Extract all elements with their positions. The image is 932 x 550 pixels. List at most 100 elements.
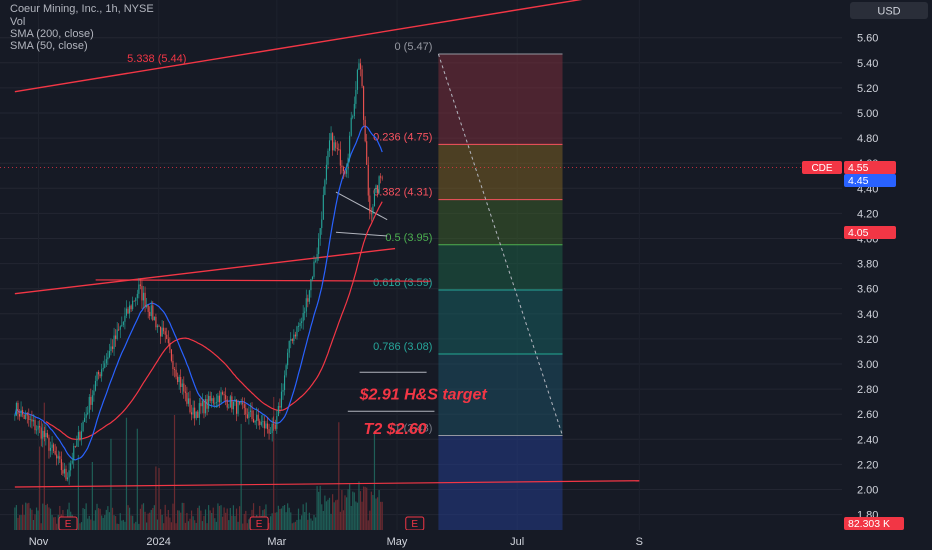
candle-body — [381, 177, 383, 179]
volume-bar — [20, 515, 22, 530]
trendline-price-label: 5.338 (5.44) — [127, 53, 186, 65]
candle-body — [156, 325, 159, 328]
candle-body — [194, 407, 196, 419]
candle-body — [380, 176, 382, 178]
volume-bar — [277, 505, 279, 530]
price-axis[interactable] — [842, 0, 932, 530]
volume-bar — [96, 503, 98, 530]
candle-body — [158, 325, 160, 327]
volume-bar — [211, 512, 213, 530]
volume-bar — [349, 483, 351, 530]
volume-bar — [107, 506, 109, 530]
volume-bar — [319, 485, 321, 530]
sma-50-line — [14, 125, 383, 461]
candle-body — [155, 316, 157, 328]
candle-body — [277, 406, 279, 417]
volume-bar — [85, 503, 87, 530]
candle-body — [113, 335, 115, 349]
candle-body — [223, 394, 225, 396]
fib-level-label: 0.5 (3.95) — [385, 232, 432, 244]
volume-bar — [144, 511, 146, 530]
volume-bar — [87, 518, 89, 530]
volume-bar — [127, 505, 129, 530]
volume-bar — [53, 517, 55, 530]
volume-bar — [311, 520, 314, 530]
fib-level-label: 0.382 (4.31) — [373, 187, 432, 199]
volume-bar — [223, 507, 225, 530]
candle-body — [248, 411, 250, 419]
volume-bar — [130, 515, 132, 530]
volume-bar — [221, 516, 224, 530]
candle-body — [99, 374, 101, 377]
candle-body — [273, 423, 275, 425]
volume-bar — [153, 505, 155, 530]
candle-body — [144, 292, 146, 307]
volume-bar — [57, 514, 59, 530]
time-axis[interactable] — [0, 530, 932, 550]
x-tick-label: Mar — [267, 536, 286, 548]
candle-body — [82, 421, 84, 432]
volume-bar — [375, 498, 377, 530]
volume-bar — [35, 507, 38, 530]
volume-bar — [274, 512, 276, 530]
volume-bar — [318, 491, 320, 530]
volume-bar — [54, 517, 56, 530]
candle-body — [178, 376, 180, 382]
volume-bar — [270, 516, 272, 530]
x-tick-label: Nov — [29, 536, 49, 548]
candle-body — [63, 468, 66, 474]
volume-bar — [22, 504, 24, 530]
candle-body — [294, 334, 296, 337]
candle-body — [73, 445, 75, 461]
volume-bar — [352, 491, 354, 530]
candle-body — [209, 395, 211, 401]
volume-bar — [183, 502, 185, 530]
candle-body — [116, 329, 118, 339]
currency-button[interactable]: USD — [850, 2, 928, 19]
y-tick-label: 5.60 — [857, 33, 878, 45]
candle-body — [31, 419, 33, 422]
candle-body — [88, 396, 90, 413]
candle-body — [118, 329, 120, 331]
grid — [0, 37, 842, 516]
volume-bar — [232, 505, 235, 530]
volume-bar — [304, 512, 306, 530]
volume-bar — [163, 523, 165, 530]
x-tick-label: May — [387, 536, 408, 548]
annotations: $2.91 H&S target T2 $2.60 5.338 (5.44) — [127, 53, 487, 438]
candle-body — [274, 424, 276, 429]
earnings-marker[interactable]: E — [405, 516, 425, 530]
volume-bar — [297, 508, 300, 530]
volume-bar — [93, 520, 95, 530]
volume-bar — [239, 506, 241, 530]
candle-body — [225, 395, 227, 400]
volume-bar — [355, 501, 357, 530]
candle-body — [102, 367, 104, 370]
candle-body — [332, 133, 334, 151]
candle-body — [80, 431, 83, 440]
earnings-marker[interactable]: E — [249, 516, 269, 530]
candle-body — [254, 420, 256, 423]
volume-bar — [330, 513, 332, 530]
candle-body — [212, 398, 214, 404]
candle-body — [98, 372, 100, 375]
volume-bar — [28, 502, 30, 530]
candle-body — [363, 86, 365, 120]
earnings-marker[interactable]: E — [58, 516, 78, 530]
candle-body — [135, 298, 137, 302]
volume-bar — [367, 520, 369, 530]
volume-bar — [234, 516, 236, 530]
volume-bar — [358, 481, 360, 530]
indicator-volume[interactable]: Vol — [10, 16, 26, 28]
y-tick-label: 3.00 — [857, 359, 878, 371]
chart-title[interactable]: Coeur Mining, Inc., 1h, NYSE — [10, 3, 154, 15]
candle-body — [349, 135, 351, 158]
volume-bar — [333, 502, 335, 530]
x-tick-label: 2024 — [146, 536, 170, 548]
volume-bar — [159, 509, 162, 530]
indicator-sma-200[interactable]: SMA (200, close) — [10, 28, 94, 40]
fib-zone — [438, 289, 563, 354]
earnings-marker-label: E — [65, 519, 72, 530]
indicator-sma-50[interactable]: SMA (50, close) — [10, 40, 88, 52]
